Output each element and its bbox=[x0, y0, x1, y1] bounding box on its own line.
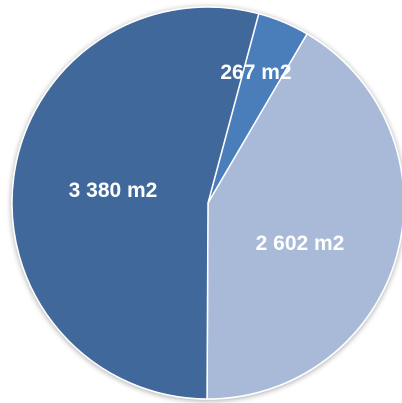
pie-slice-3 bbox=[11, 6, 260, 400]
pie-labels: 267 m2 2 602 m2 3 380 m2 bbox=[69, 61, 345, 255]
pie-slice-2 bbox=[206, 32, 402, 400]
slice-label-3: 3 380 m2 bbox=[69, 179, 158, 202]
slice-label-2: 2 602 m2 bbox=[256, 232, 345, 255]
pie-slices bbox=[11, 6, 402, 400]
slice-label-1: 267 m2 bbox=[220, 61, 291, 84]
